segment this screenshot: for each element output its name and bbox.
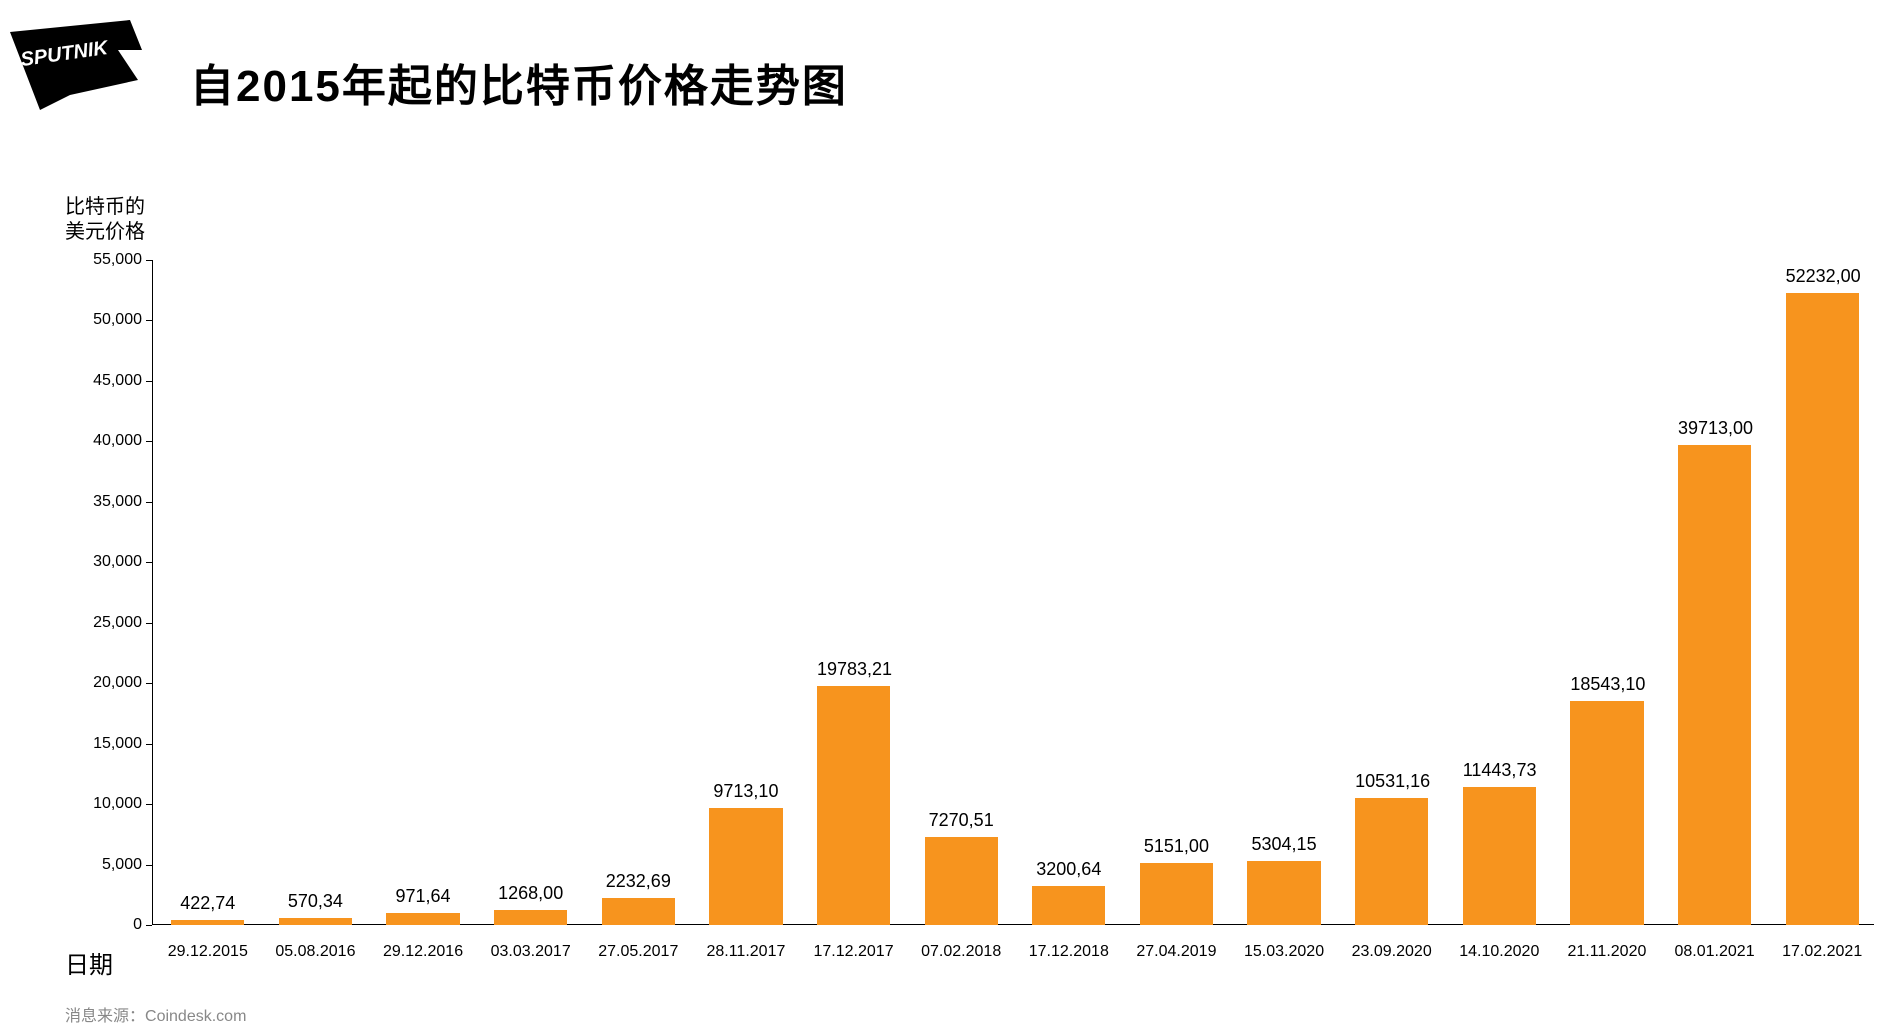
- ytick-mark: [146, 260, 152, 261]
- bar-value-label: 11443,73: [1463, 760, 1536, 781]
- category-label: 08.01.2021: [1675, 943, 1755, 961]
- bar-value-label: 39713,00: [1678, 418, 1751, 439]
- category-label: 07.02.2018: [921, 943, 1001, 961]
- bar-group: 11443,7314.10.2020: [1463, 260, 1536, 925]
- bar-value-label: 570,34: [279, 891, 352, 912]
- ytick-label: 5,000: [72, 856, 142, 874]
- bar-value-label: 19783,21: [817, 659, 890, 680]
- bar-group: 7270,5107.02.2018: [925, 260, 998, 925]
- category-label: 21.11.2020: [1567, 943, 1646, 961]
- ytick-label: 35,000: [72, 493, 142, 511]
- ytick-label: 15,000: [72, 735, 142, 753]
- bar: [1140, 863, 1213, 925]
- category-label: 29.12.2016: [383, 943, 463, 961]
- category-label: 05.08.2016: [275, 943, 355, 961]
- ytick-label: 55,000: [72, 251, 142, 269]
- bar: [1247, 861, 1320, 925]
- category-label: 17.02.2021: [1782, 943, 1862, 961]
- ytick-mark: [146, 925, 152, 926]
- bar-group: 971,6429.12.2016: [386, 260, 459, 925]
- yaxis-label: 比特币的 美元价格: [65, 195, 145, 245]
- bar: [1570, 701, 1643, 925]
- bar-value-label: 52232,00: [1786, 266, 1859, 287]
- yaxis-label-line2: 美元价格: [65, 221, 145, 243]
- category-label: 14.10.2020: [1459, 943, 1539, 961]
- bar-chart: 05,00010,00015,00020,00025,00030,00035,0…: [152, 260, 1874, 925]
- category-label: 03.03.2017: [491, 943, 571, 961]
- ytick-mark: [146, 502, 152, 503]
- bar-group: 10531,1623.09.2020: [1355, 260, 1428, 925]
- category-label: 27.05.2017: [598, 943, 678, 961]
- category-label: 23.09.2020: [1352, 943, 1432, 961]
- bar-group: 9713,1028.11.2017: [709, 260, 782, 925]
- bar-value-label: 1268,00: [494, 883, 567, 904]
- category-label: 17.12.2017: [814, 943, 894, 961]
- bar-group: 422,7429.12.2015: [171, 260, 244, 925]
- bar-value-label: 5151,00: [1140, 836, 1213, 857]
- bar-value-label: 2232,69: [602, 871, 675, 892]
- source-name: Coindesk.com: [145, 1008, 246, 1025]
- bar: [386, 913, 459, 925]
- bar-group: 5151,0027.04.2019: [1140, 260, 1213, 925]
- bar-group: 52232,0017.02.2021: [1786, 260, 1859, 925]
- bar-group: 18543,1021.11.2020: [1570, 260, 1643, 925]
- bar-value-label: 10531,16: [1355, 771, 1428, 792]
- sputnik-logo: SPUTNIK: [10, 20, 150, 110]
- ytick-mark: [146, 804, 152, 805]
- bar-group: 2232,6927.05.2017: [602, 260, 675, 925]
- bar: [171, 920, 244, 925]
- bar-value-label: 9713,10: [709, 781, 782, 802]
- bar: [1678, 445, 1751, 925]
- bar-value-label: 3200,64: [1032, 859, 1105, 880]
- bar-group: 3200,6417.12.2018: [1032, 260, 1105, 925]
- bar-value-label: 7270,51: [925, 810, 998, 831]
- ytick-label: 25,000: [72, 614, 142, 632]
- ytick-mark: [146, 381, 152, 382]
- source-prefix: 消息来源：: [65, 1008, 145, 1025]
- ytick-mark: [146, 744, 152, 745]
- yaxis-line: [152, 260, 153, 925]
- chart-title: 自2015年起的比特币价格走势图: [190, 50, 848, 114]
- bar: [1786, 293, 1859, 925]
- category-label: 27.04.2019: [1136, 943, 1216, 961]
- ytick-label: 0: [72, 916, 142, 934]
- bar-group: 19783,2117.12.2017: [817, 260, 890, 925]
- xaxis-label: 日期: [65, 945, 113, 980]
- ytick-label: 10,000: [72, 795, 142, 813]
- bar: [1032, 886, 1105, 925]
- ytick-mark: [146, 865, 152, 866]
- source-citation: 消息来源：Coindesk.com: [65, 1002, 246, 1026]
- category-label: 15.03.2020: [1244, 943, 1324, 961]
- ytick-label: 50,000: [72, 311, 142, 329]
- yaxis-label-line1: 比特币的: [65, 196, 145, 218]
- bar: [925, 837, 998, 925]
- ytick-mark: [146, 441, 152, 442]
- category-label: 28.11.2017: [706, 943, 785, 961]
- bar-value-label: 5304,15: [1247, 834, 1320, 855]
- ytick-label: 30,000: [72, 553, 142, 571]
- bar: [709, 808, 782, 925]
- bar: [494, 910, 567, 925]
- ytick-label: 45,000: [72, 372, 142, 390]
- bar: [279, 918, 352, 925]
- ytick-label: 40,000: [72, 432, 142, 450]
- bar-value-label: 18543,10: [1570, 674, 1643, 695]
- ytick-mark: [146, 320, 152, 321]
- ytick-mark: [146, 562, 152, 563]
- bar: [1355, 798, 1428, 925]
- bar-group: 39713,0008.01.2021: [1678, 260, 1751, 925]
- category-label: 17.12.2018: [1029, 943, 1109, 961]
- bar-value-label: 422,74: [171, 893, 244, 914]
- ytick-label: 20,000: [72, 674, 142, 692]
- bar-group: 5304,1515.03.2020: [1247, 260, 1320, 925]
- category-label: 29.12.2015: [168, 943, 248, 961]
- bar-value-label: 971,64: [386, 886, 459, 907]
- ytick-mark: [146, 623, 152, 624]
- bar: [817, 686, 890, 925]
- bar: [1463, 787, 1536, 925]
- bar-group: 1268,0003.03.2017: [494, 260, 567, 925]
- bar: [602, 898, 675, 925]
- bar-group: 570,3405.08.2016: [279, 260, 352, 925]
- ytick-mark: [146, 683, 152, 684]
